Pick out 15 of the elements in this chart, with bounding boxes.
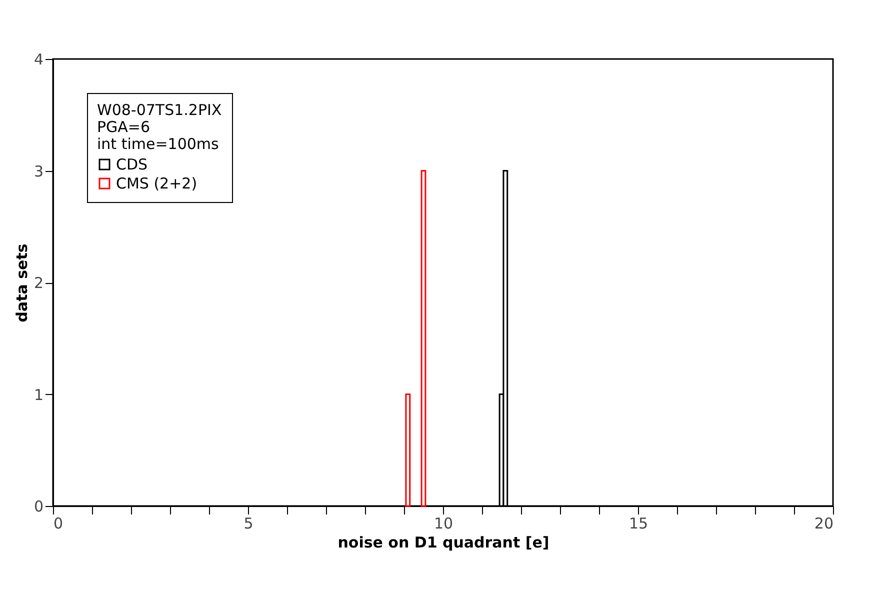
x-axis-title: noise on D1 quadrant [e] [338,534,550,552]
y-axis-title: data sets [12,244,31,322]
y-tick-label: 4 [34,50,44,68]
x-tick-label: 10 [434,514,454,532]
y-tick-label: 0 [34,498,44,516]
x-tick-label: 0 [54,514,64,532]
legend-label: CDS [116,156,148,174]
legend-label: CMS (2+2) [116,174,198,192]
y-tick-label: 1 [34,386,44,404]
legend-title: W08-07TS1.2PIX PGA=6 int time=100ms [97,101,222,153]
x-tick-label: 5 [244,514,254,532]
x-tick-label: 20 [814,514,834,532]
y-tick-label: 3 [34,162,44,180]
y-tick-label: 2 [34,274,44,292]
x-tick-label: 15 [628,514,648,532]
